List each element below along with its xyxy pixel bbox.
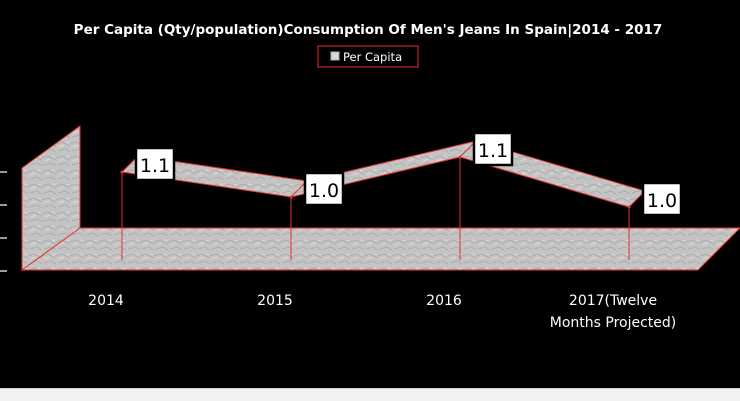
data-label-box — [303, 171, 345, 207]
data-label-box — [472, 131, 514, 167]
data-label-2: 1.1 — [472, 131, 514, 167]
legend: Per Capita — [317, 45, 419, 68]
series-line — [120, 140, 646, 209]
data-label-text: 1.1 — [478, 140, 508, 162]
x-tick-label-3: 2017(Twelve Months Projected) — [550, 293, 677, 331]
chart-frame: Per Capita (Qty/population)Consumption O… — [0, 0, 740, 388]
x-axis-labels: 2014 2015 2016 2017(Twelve Months Projected) — [88, 293, 676, 331]
data-label-3: 1.0 — [641, 181, 683, 217]
drop-lines — [121, 157, 630, 260]
bottom-strip — [0, 388, 740, 401]
data-label-text: 1.0 — [309, 180, 339, 202]
data-label-box — [134, 146, 176, 182]
floor — [20, 227, 740, 271]
x-tick-label-1: 2015 — [257, 293, 293, 309]
chart-svg: Per Capita (Qty/population)Consumption O… — [0, 22, 740, 331]
data-label-text: 1.0 — [647, 190, 677, 212]
x-tick-label-2: 2016 — [426, 293, 462, 309]
data-label-1: 1.0 — [303, 171, 345, 207]
data-labels: 1.1 1.0 1.1 1.0 — [134, 131, 683, 217]
x-tick-label-0: 2014 — [88, 293, 124, 309]
plot-area: 1.1 1.0 1.1 1.0 2014 2015 2016 2017(Twelve Mont… — [0, 125, 740, 331]
legend-box — [317, 45, 419, 68]
legend-swatch — [330, 51, 340, 61]
y-axis-ticks — [0, 171, 7, 272]
data-label-box — [641, 181, 683, 217]
legend-label: Per Capita — [343, 50, 402, 64]
chart-title: Per Capita (Qty/population)Consumption O… — [74, 22, 663, 38]
data-label-0: 1.1 — [134, 146, 176, 182]
data-label-text: 1.1 — [140, 155, 170, 177]
